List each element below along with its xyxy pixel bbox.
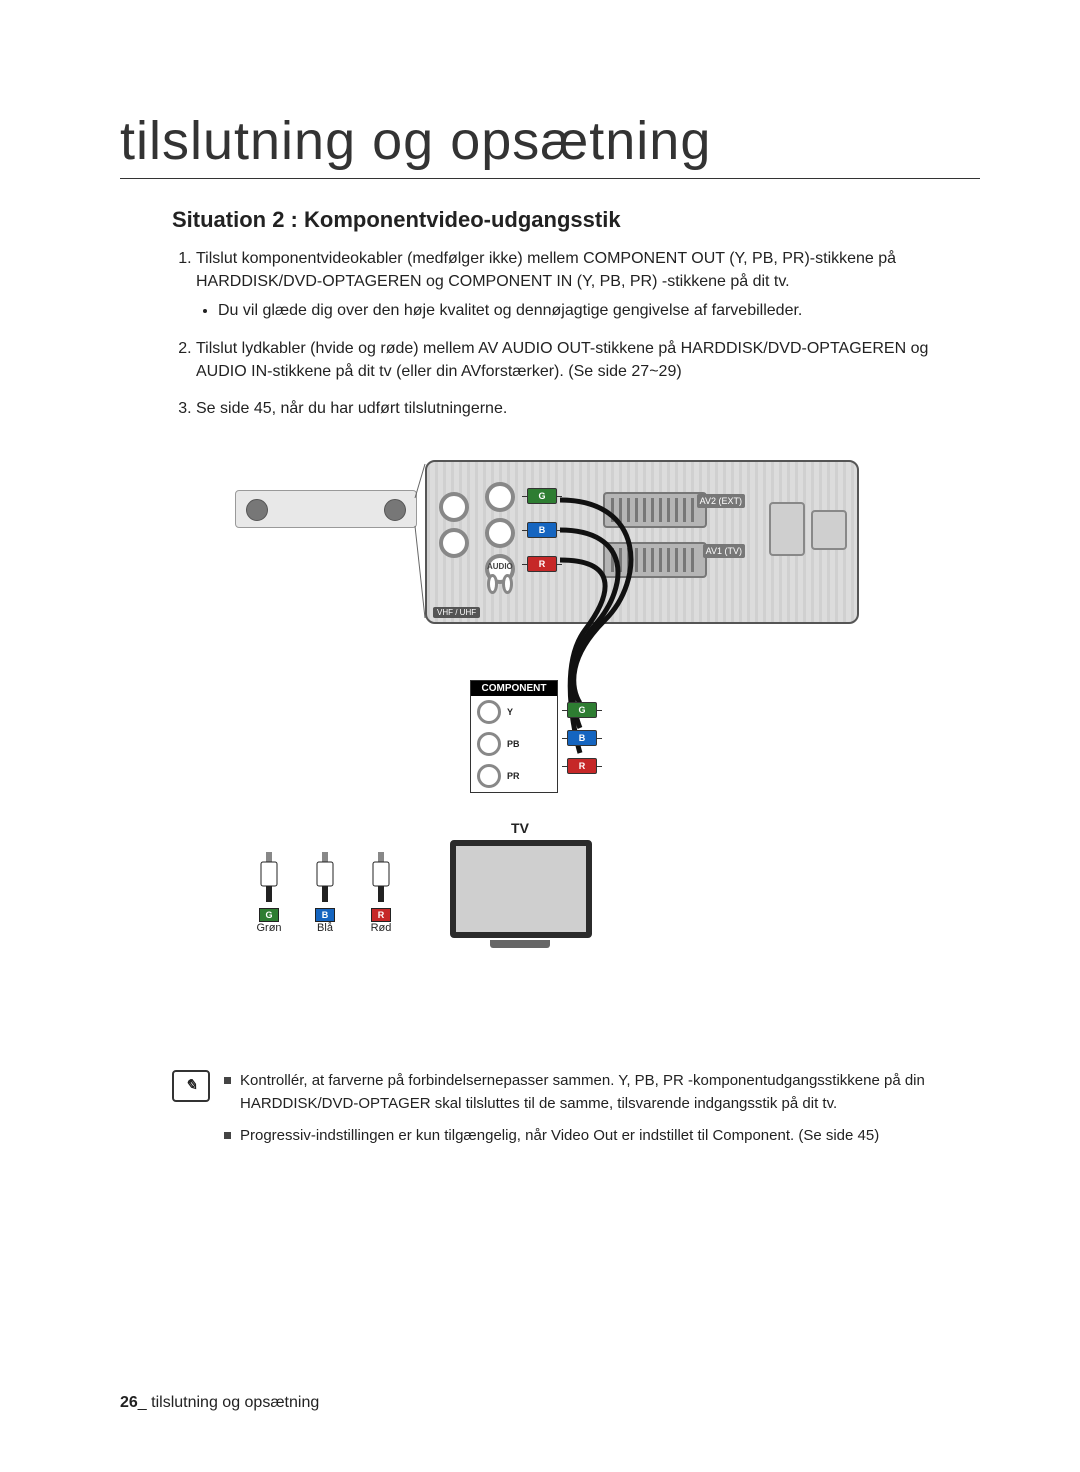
- y-out-port: [485, 482, 515, 512]
- tag-red: R: [567, 758, 597, 774]
- recorder-back-panel: VHF / UHF G B R AUDIO AV2 (EXT) A: [425, 460, 859, 624]
- comp-pr-label: PR: [507, 771, 520, 781]
- step-1-bullet: Du vil glæde dig over den høje kvalitet …: [218, 299, 980, 322]
- audio-label: AUDIO: [487, 562, 513, 571]
- note-2: Progressiv-indstillingen er kun tilgænge…: [224, 1125, 980, 1148]
- plug-letter: G: [259, 908, 279, 922]
- component-header: COMPONENT: [471, 681, 557, 696]
- audio-port: [502, 574, 513, 594]
- section-heading: Situation 2 : Komponentvideo-udgangsstik: [172, 207, 980, 233]
- scart-av2: [603, 492, 707, 528]
- step-2: Tilslut lydkabler (hvide og røde) mellem…: [196, 337, 980, 383]
- page-footer: 26_ tilslutning og opsætning: [120, 1394, 319, 1412]
- tag-blue: B: [527, 522, 557, 538]
- scart-av2-label: AV2 (EXT): [697, 494, 745, 508]
- vhf-uhf-label: VHF / UHF: [433, 607, 480, 618]
- plug-blue: B Blå: [311, 850, 339, 934]
- plug-green: G Grøn: [255, 850, 283, 934]
- cable-color-legend: G Grøn B Blå R Rød: [255, 850, 395, 934]
- comp-row-pr: PR: [471, 760, 557, 792]
- usb-port: [811, 510, 847, 550]
- tv-monitor: TV: [450, 820, 590, 948]
- rf-port: [439, 492, 469, 522]
- connection-diagram: VHF / UHF G B R AUDIO AV2 (EXT) A: [225, 460, 875, 1020]
- plug-letter: R: [371, 908, 391, 922]
- tv-stand: [490, 940, 550, 948]
- comp-pb-label: PB: [507, 739, 520, 749]
- note-icon: ✎: [172, 1070, 210, 1102]
- step-3: Se side 45, når du har udført tilslutnin…: [196, 397, 980, 420]
- step-1-text: Tilslut komponentvideokabler (medfølger …: [196, 250, 896, 290]
- plug-name: Blå: [317, 922, 333, 934]
- tag-green: G: [567, 702, 597, 718]
- footer-sep: _: [138, 1394, 151, 1411]
- step-1: Tilslut komponentvideokabler (medfølger …: [196, 247, 980, 323]
- plug-letter: B: [315, 908, 335, 922]
- scart-av1: [603, 542, 707, 578]
- hdmi-port: [769, 502, 805, 556]
- comp-row-pb: PB: [471, 728, 557, 760]
- chapter-title: tilslutning og opsætning: [120, 110, 980, 179]
- tv-label: TV: [450, 820, 590, 836]
- tag-blue: B: [567, 730, 597, 746]
- notes-block: ✎ Kontrollér, at farverne på forbindelse…: [172, 1070, 980, 1158]
- y-in-port: [477, 700, 501, 724]
- pr-in-port: [477, 764, 501, 788]
- page-number: 26: [120, 1394, 138, 1411]
- tv-component-panel: COMPONENT Y PB PR: [470, 680, 558, 793]
- tv-screen: [450, 840, 592, 938]
- plug-name: Rød: [371, 922, 392, 934]
- pb-in-port: [477, 732, 501, 756]
- note-1: Kontrollér, at farverne på forbindelsern…: [224, 1070, 980, 1115]
- setup-steps-list: Tilslut komponentvideokabler (medfølger …: [172, 247, 980, 420]
- tag-red: R: [527, 556, 557, 572]
- plug-red: R Rød: [367, 850, 395, 934]
- recorder-front-view: [235, 490, 417, 528]
- plug-name: Grøn: [256, 922, 281, 934]
- audio-port: [487, 574, 498, 594]
- tag-green: G: [527, 488, 557, 504]
- scart-av1-label: AV1 (TV): [703, 544, 745, 558]
- pb-out-port: [485, 518, 515, 548]
- rf-port: [439, 528, 469, 558]
- footer-text: tilslutning og opsætning: [151, 1394, 319, 1411]
- comp-y-label: Y: [507, 707, 513, 717]
- comp-row-y: Y: [471, 696, 557, 728]
